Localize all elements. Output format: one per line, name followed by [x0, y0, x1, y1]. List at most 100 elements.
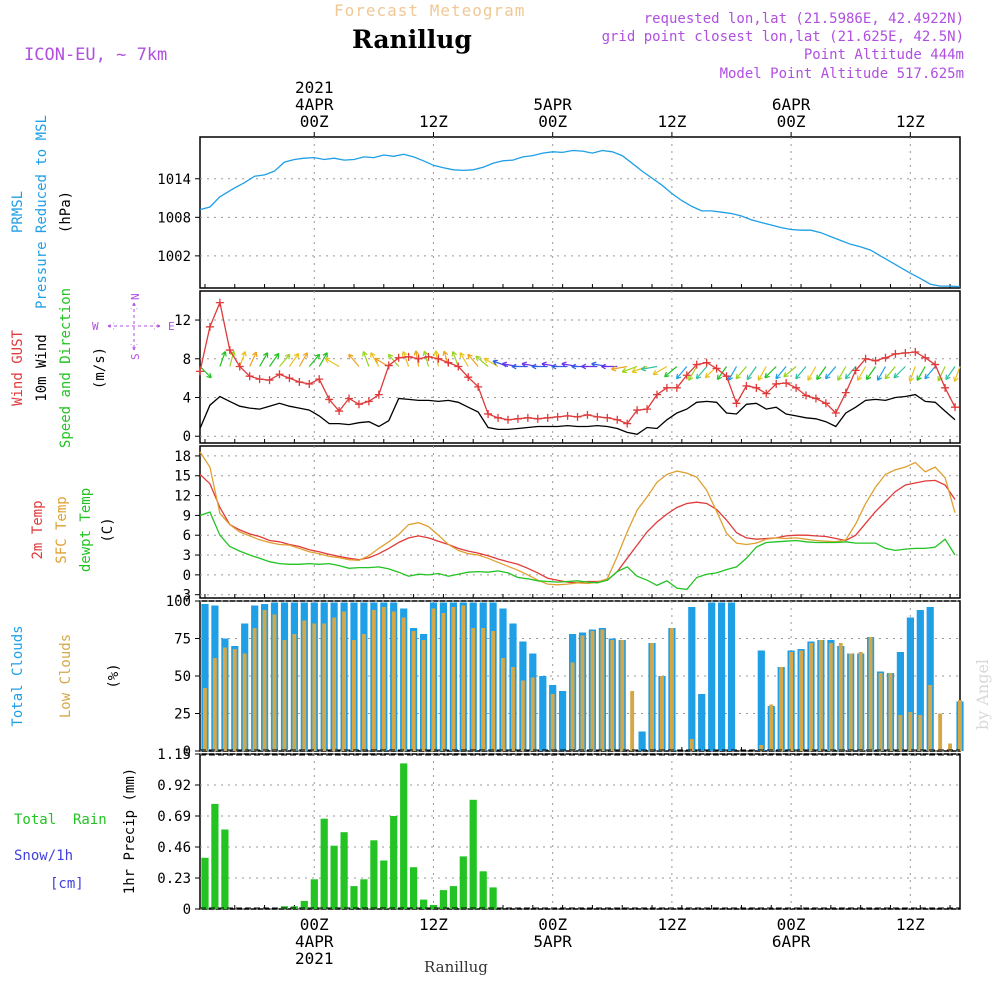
- gust-marker: [861, 354, 870, 363]
- wind-direction-arrow: [318, 352, 328, 367]
- y-tick-label: 0: [183, 744, 191, 760]
- cloud-bar-low: [789, 652, 793, 751]
- wind-direction-arrow: [764, 366, 777, 379]
- gust-marker: [623, 419, 632, 428]
- panel-label-wind: Wind GUST: [10, 330, 26, 406]
- cloud-bar-low: [918, 715, 923, 751]
- cloud-bar-low: [650, 643, 654, 751]
- gust-marker: [335, 407, 344, 416]
- panel-label-wind: (m/s): [92, 347, 108, 389]
- gust-marker: [672, 383, 681, 392]
- cloud-bar-low: [381, 607, 386, 751]
- cloud-bar-low: [332, 617, 337, 751]
- wind-direction-arrow: [219, 351, 227, 367]
- precip-bar: [320, 818, 328, 909]
- station-title: Ranillug: [352, 25, 472, 54]
- precip-bar: [360, 879, 368, 909]
- wind-direction-arrow: [362, 351, 370, 367]
- cloud-bar-low: [948, 743, 952, 751]
- cloud-bar-low: [232, 649, 237, 751]
- gust-marker: [752, 383, 761, 392]
- cloud-bar-low: [868, 637, 873, 751]
- gust-marker: [702, 358, 711, 367]
- gust-marker: [215, 298, 224, 307]
- cloud-bar-low: [222, 647, 227, 751]
- gust-marker: [464, 373, 473, 382]
- cloud-bar-low: [262, 610, 267, 751]
- time-label-bottom: 5APR: [533, 932, 572, 951]
- wind-direction-arrow: [807, 366, 817, 381]
- wind-direction-arrow: [483, 357, 499, 368]
- wind-direction-arrow: [611, 365, 628, 372]
- wind-direction-arrow: [298, 352, 308, 367]
- wind-direction-arrow: [876, 366, 887, 381]
- cloud-bar-low: [520, 680, 525, 751]
- cloud-bar-total: [916, 610, 924, 751]
- time-label-bottom: 12Z: [896, 915, 925, 934]
- cloud-bar-low: [779, 667, 784, 751]
- gust-marker: [196, 367, 204, 376]
- y-tick-label: 18: [174, 449, 191, 465]
- cloud-bar-low: [391, 611, 396, 751]
- time-label-bottom: 00Z: [538, 915, 567, 934]
- gust-marker: [285, 374, 294, 383]
- cloud-bar-low: [461, 605, 466, 751]
- wind-direction-arrow: [279, 353, 291, 367]
- panel-label-temp: 2m Temp: [30, 500, 46, 559]
- info-line-3: Point Altitude 444m: [804, 47, 964, 63]
- precip-bar: [330, 845, 338, 909]
- precip-bar: [489, 887, 497, 909]
- wind-direction-arrow: [795, 366, 807, 380]
- time-label-top: 6APR: [772, 95, 811, 114]
- time-label-bottom: 00Z: [777, 915, 806, 934]
- gust-marker: [772, 379, 781, 388]
- gust-marker: [841, 388, 850, 397]
- y-tick-label: 25: [174, 707, 191, 723]
- precip-bar: [479, 871, 487, 909]
- cloud-bar-low: [302, 620, 307, 751]
- cloud-bar-low: [878, 673, 883, 751]
- series-line-sfc-temp: [199, 451, 956, 586]
- cloud-bar-low: [401, 617, 406, 751]
- gust-marker: [325, 395, 334, 404]
- gust-marker: [762, 389, 771, 398]
- panel-label-wind: 10m Wind: [34, 334, 50, 401]
- cloud-bar-total: [638, 731, 646, 751]
- precip-bar: [350, 886, 358, 909]
- gust-marker: [235, 362, 244, 371]
- cloud-bar-low: [809, 643, 813, 751]
- wind-direction-arrow: [664, 366, 678, 378]
- gust-marker: [652, 390, 661, 399]
- cloud-bar-low: [421, 640, 426, 751]
- info-line-4: Model Point Altitude 517.625m: [720, 66, 964, 82]
- cloud-bar-low: [322, 623, 327, 751]
- time-label-bottom: 12Z: [419, 915, 448, 934]
- cloud-bar-low: [580, 635, 585, 751]
- cloud-bar-low: [411, 631, 416, 751]
- cloud-bar-total: [906, 617, 914, 751]
- wind-direction-arrow: [199, 366, 212, 379]
- gust-marker: [573, 412, 582, 421]
- wind-direction-arrow: [467, 353, 479, 367]
- cloud-bar-low: [838, 643, 843, 751]
- precip-bar: [459, 856, 467, 909]
- gust-marker: [662, 383, 671, 392]
- cloud-bar-low: [481, 628, 486, 751]
- wind-direction-arrow: [475, 355, 489, 367]
- wind-direction-arrow: [865, 366, 877, 381]
- gust-marker: [722, 372, 731, 381]
- precip-bar: [420, 899, 428, 909]
- gust-marker: [394, 353, 403, 362]
- gust-marker: [593, 412, 602, 421]
- panel-wind: 12 8 4 0: [174, 290, 961, 445]
- time-label-top: 00Z: [300, 112, 329, 131]
- gust-marker: [444, 358, 453, 367]
- cloud-bar-total: [757, 650, 765, 751]
- wind-direction-arrow: [640, 365, 658, 372]
- gust-marker: [543, 413, 552, 422]
- precip-bar: [300, 900, 308, 909]
- panel-label-pressure: PRMSL: [10, 191, 26, 233]
- gust-marker: [295, 378, 304, 387]
- wind-direction-arrow: [695, 366, 708, 380]
